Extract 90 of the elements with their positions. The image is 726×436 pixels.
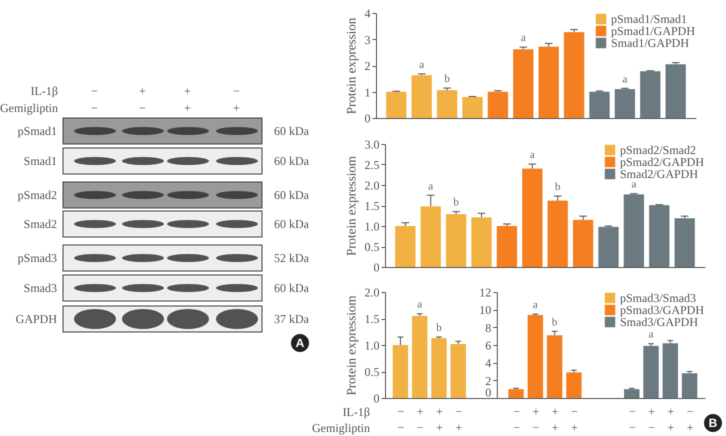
y-tick-label: 0 (374, 392, 380, 406)
x-tick-label: + + (552, 404, 559, 434)
legend-label: pSmad2/Smad2 (620, 143, 696, 157)
y-axis-title: Protein expressiom (344, 295, 358, 396)
y-tick-label: 1.0 (364, 338, 380, 352)
text: + (184, 101, 191, 115)
y-axis-title: Protein expression (344, 17, 358, 114)
data-label: b (554, 181, 561, 194)
text: − (91, 84, 98, 98)
y2-tick-label: 12 (479, 286, 492, 300)
legend-label: pSmad3/GAPDH (620, 303, 704, 317)
y-tick-label: 2 (364, 59, 370, 73)
text: 60 kDa (274, 188, 309, 202)
y-tick-label: 1.0 (364, 220, 380, 234)
text: − (91, 101, 98, 115)
text: 60 kDa (274, 124, 309, 138)
y-tick-label: 2.5 (364, 158, 380, 172)
text: 60 kDa (274, 217, 309, 231)
x-tick-label: − + (686, 404, 694, 434)
x-tick-label: + + (667, 404, 674, 434)
text: + (184, 84, 191, 98)
x-tick-label: + − (648, 404, 656, 434)
data-label: b (436, 322, 442, 334)
legend-label: Smad3/GAPDH (620, 315, 698, 329)
text: IL-1β (30, 84, 58, 98)
data-label: a (520, 32, 526, 44)
y-tick-label: 2.0 (364, 178, 380, 192)
data-label: a (532, 299, 538, 312)
data-label: a (419, 58, 424, 71)
text: IL-1β (342, 405, 370, 419)
text: Smad1 (22, 154, 57, 168)
data-label: a (428, 180, 434, 192)
text: pSmad2 (16, 188, 57, 202)
x-tick-label: − − (513, 404, 520, 434)
y2-tick-label: 6 (485, 338, 492, 352)
text: pSmad1 (16, 124, 57, 138)
text: 52 kDa (274, 251, 309, 265)
data-label: a (622, 73, 628, 86)
text: GAPDH (14, 312, 57, 326)
x-tick-label: − + (455, 404, 462, 434)
legend-label: pSmad2/GAPDH (620, 155, 704, 169)
text: Smad3 (22, 281, 57, 295)
text: B (704, 414, 722, 432)
text: + (233, 101, 240, 115)
y2-tick-label: 10 (479, 303, 492, 318)
text: − (139, 101, 146, 115)
y2-tick-label: 2 (485, 374, 492, 388)
data-label: a (530, 149, 535, 162)
legend-label: Smad1/GAPDH (611, 36, 690, 50)
y2-tick-label: 8 (485, 320, 492, 335)
y-tick-label: 2.0 (364, 286, 380, 300)
y-tick-label: 1.5 (364, 199, 380, 213)
data-label: b (552, 316, 558, 328)
data-label: b (444, 73, 450, 86)
text: pSmad3 (16, 251, 57, 265)
y-tick-label: 0.5 (364, 240, 380, 254)
text: Smad2 (22, 217, 57, 231)
x-tick-label: − − (398, 404, 405, 434)
text: − (233, 84, 240, 98)
x-tick-label: + + (436, 404, 444, 434)
text: 60 kDa (274, 281, 309, 295)
y-tick-label: 0 (364, 112, 370, 126)
legend-label: pSmad1/Smad1 (611, 12, 688, 26)
legend-label: pSmad1/GAPDH (611, 24, 696, 38)
legend-label: pSmad3/Smad3 (620, 291, 696, 305)
text: Gemigliptin (0, 101, 58, 115)
data-label: a (631, 178, 636, 191)
y-tick-label: 1.5 (364, 312, 380, 326)
data-label: a (417, 298, 422, 311)
data-label: b (453, 196, 460, 209)
y-tick-label: 0.5 (364, 365, 380, 379)
y-tick-label: 3 (364, 32, 370, 47)
y-tick-label: 0 (374, 260, 380, 274)
x-tick-label: − + (571, 404, 578, 434)
text: Gemigliptin (311, 421, 370, 435)
y2-tick-label: 4 (485, 356, 492, 370)
x-tick-label: + − (532, 404, 540, 434)
y2-tick-label: 0 (485, 386, 492, 400)
x-tick-label: + − (416, 404, 424, 434)
text: 37 kDa (274, 312, 309, 326)
data-label: a (648, 328, 654, 341)
x-tick-label: − − (628, 404, 636, 434)
text: A (291, 334, 309, 352)
text: 60 kDa (274, 154, 309, 168)
y-tick-label: 1 (364, 85, 370, 100)
legend-label: Smad2/GAPDH (620, 167, 698, 181)
y-tick-label: 3.0 (364, 138, 380, 152)
y-axis-title: Protein expressiom (344, 156, 358, 256)
text: + (139, 84, 146, 98)
y-tick-label: 4 (364, 6, 370, 20)
